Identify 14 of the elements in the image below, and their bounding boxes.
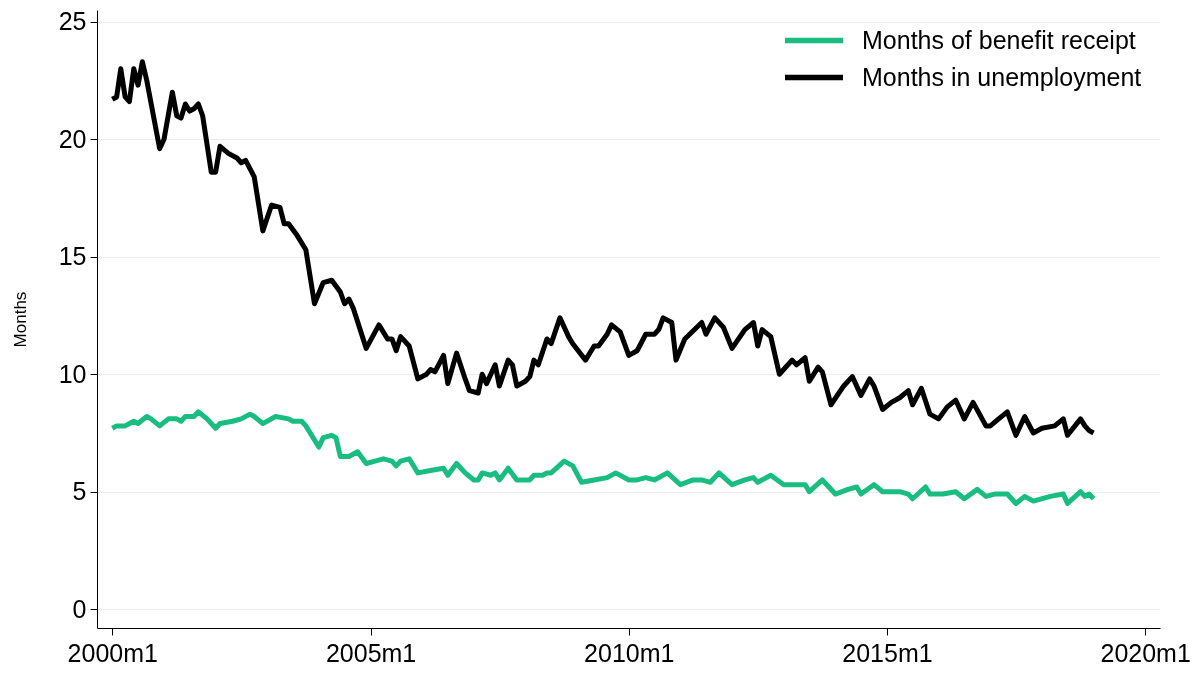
legend-label: Months in unemployment	[862, 62, 1142, 91]
legend-label: Months of benefit receipt	[862, 25, 1136, 54]
y-tick-label: 15	[58, 242, 87, 271]
x-tick-label: 2000m1	[67, 638, 158, 667]
y-tick-label: 25	[58, 7, 87, 36]
y-tick-label: 10	[58, 359, 87, 388]
y-axis-title: Months	[10, 291, 30, 348]
y-tick-label: 5	[72, 477, 87, 506]
x-tick-label: 2010m1	[584, 638, 675, 667]
x-tick-label: 2015m1	[842, 638, 933, 667]
y-tick-label: 0	[72, 594, 87, 623]
x-tick-label: 2020m1	[1100, 638, 1191, 667]
x-tick-label: 2005m1	[325, 638, 417, 667]
y-tick-label: 20	[58, 124, 87, 153]
